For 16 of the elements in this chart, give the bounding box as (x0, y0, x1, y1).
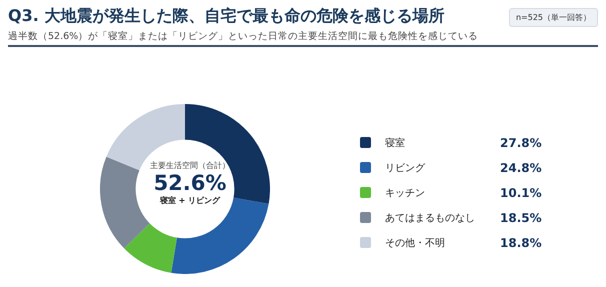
legend-label: キッチン (385, 186, 426, 200)
text: 52.6% (152, 171, 228, 195)
legend-label: 寝室 (385, 136, 406, 150)
data-label: 24.8% (500, 160, 542, 174)
data-label: 27.8% (500, 136, 542, 150)
data-label: 18.5% (500, 210, 542, 224)
chart-subtitle: 過半数（52.6%）が「寝室」または「リビング」といった日常の主要生活空間に最も危険性を感じている (8, 30, 478, 43)
legend-label: その他・不明 (385, 236, 446, 250)
legend-label: リビング (385, 162, 426, 174)
text: 主要生活空間（合計） (149, 160, 231, 171)
data-label: 10.1% (500, 186, 542, 200)
text: n=525（単一回答） (508, 8, 598, 27)
data-label: 18.8% (500, 236, 542, 250)
chart-title: Q3. 大地震が発生した際、自宅で最も命の危険を感じる場所 (8, 6, 444, 27)
text: 寝室 + リビング (158, 195, 222, 206)
legend-label: あてはまるものなし (385, 212, 476, 224)
